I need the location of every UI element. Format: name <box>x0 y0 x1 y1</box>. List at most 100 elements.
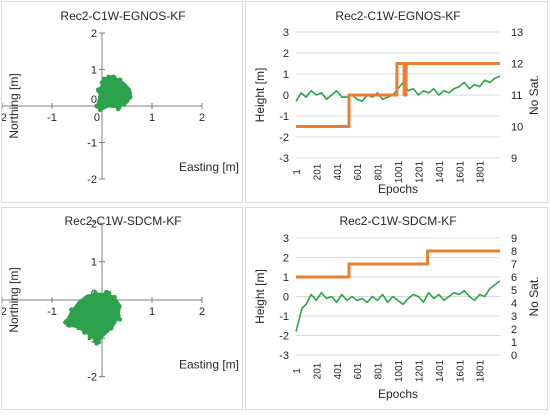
y-tick-label: -3 <box>279 350 289 362</box>
chart-panel-4: Rec2-C1W-SDCM-KF -3 -2 -1 0 1 2 3 0 1 2 3 4 5 6 7 8 9 1 201… <box>245 207 548 410</box>
y-tick-label: -2 <box>279 132 289 144</box>
y2-tick-label: 6 <box>511 272 517 284</box>
chart-title: Rec2-C1W-EGNOS-KF <box>335 9 460 23</box>
x-tick-label: 1801 <box>476 160 487 183</box>
scatter-point <box>126 96 131 101</box>
y2-tick-label: 11 <box>511 90 522 102</box>
y-tick-label: -2 <box>87 174 97 186</box>
y-tick-label: 3 <box>283 27 289 39</box>
scatter-point <box>104 101 110 108</box>
scatter-point <box>65 322 71 327</box>
chart-panel-2: Rec2-C1W-EGNOS-KF -3 -2 -1 0 1 2 3 9 10 11 12 13 1 201… <box>245 1 548 203</box>
x-tick-label: -2 <box>2 112 7 124</box>
scatter-point <box>116 88 123 95</box>
scatter-point <box>87 294 92 299</box>
scatter-point <box>113 312 119 318</box>
x-axis-title: Epochs <box>378 182 418 196</box>
scatter-point <box>94 341 99 346</box>
scatter-point <box>94 293 100 298</box>
y-axis-title: Northing [m] <box>7 73 21 138</box>
y-tick-label: 2 <box>283 253 289 265</box>
y2-axis-title: No Sat. <box>527 276 541 316</box>
scatter-point <box>112 75 117 80</box>
scatter-point <box>63 319 69 324</box>
chart-title: Rec2-C1W-SDCM-KF <box>64 214 181 228</box>
y-tick-label: 1 <box>283 272 289 284</box>
scatter-point <box>109 326 114 331</box>
scatter-cloud <box>65 292 121 344</box>
satellite-count-line <box>296 249 500 279</box>
y-tick-label: 3 <box>283 233 289 245</box>
scatter-point <box>115 105 121 111</box>
y-tick-label: 2 <box>91 28 97 40</box>
y-tick-label: -1 <box>279 111 289 123</box>
y-tick-label: 1 <box>91 65 97 77</box>
x-tick-label: 0 <box>94 112 100 124</box>
height-line <box>295 280 501 332</box>
x-tick-label: 1601 <box>455 359 466 382</box>
scatter-point <box>117 77 123 82</box>
scatter-point <box>97 107 103 113</box>
y2-tick-label: 1 <box>511 337 517 349</box>
scatter-point <box>125 87 131 92</box>
x-tick-label: 1601 <box>455 160 466 183</box>
x-tick-label: 1401 <box>435 160 446 183</box>
y-tick-label: 0 <box>283 90 289 102</box>
scatter-point <box>76 325 81 331</box>
y-tick-label: -2 <box>279 331 289 343</box>
y2-tick-label: 5 <box>511 285 517 297</box>
y2-tick-label: 0 <box>511 350 517 362</box>
y-tick-label: -1 <box>279 311 289 323</box>
x-tick-label: 601 <box>353 362 364 379</box>
scatter-point <box>112 102 118 107</box>
y-axis-title: Height [m] <box>253 68 267 123</box>
chart-panel-1: Rec2-C1W-EGNOS-KF -2 -1 1 2 0 -2 -1 1 2 0 Northing … <box>0 1 243 203</box>
y2-tick-label: 9 <box>511 233 517 245</box>
scatter-chart-egnos: Rec2-C1W-EGNOS-KF -2 -1 1 2 0 -2 -1 1 2 0 Northing … <box>0 9 239 186</box>
x-tick-label: 1 <box>292 368 303 374</box>
scatter-point <box>91 308 98 315</box>
y2-tick-label: 4 <box>511 298 517 310</box>
x-tick-label: 2 <box>199 112 205 124</box>
y-tick-label: -3 <box>279 153 289 165</box>
scatter-point <box>94 104 100 109</box>
y-axis-title: Height [m] <box>253 269 267 324</box>
chart-title: Rec2-C1W-EGNOS-KF <box>60 9 185 23</box>
y-tick-label: -1 <box>87 333 97 345</box>
x-tick-label: 1 <box>292 169 303 175</box>
x-tick-label: 1201 <box>414 359 425 382</box>
chart-title: Rec2-C1W-SDCM-KF <box>339 214 456 228</box>
y2-tick-label: 12 <box>511 59 523 71</box>
x-tick-label: 1201 <box>414 160 425 183</box>
scatter-point <box>84 300 90 307</box>
scatter-point <box>77 301 83 307</box>
scatter-point <box>103 289 109 295</box>
x-tick-label: 1001 <box>394 359 405 382</box>
x-tick-label: 201 <box>312 362 323 379</box>
y-tick-label: 2 <box>283 48 289 60</box>
y-tick-label: 0 <box>91 94 97 106</box>
scatter-point <box>94 333 100 340</box>
y-tick-label: 1 <box>91 257 97 269</box>
scatter-point <box>84 326 89 332</box>
scatter-point <box>104 319 110 326</box>
scatter-point <box>117 304 122 309</box>
scatter-point <box>97 86 103 92</box>
x-tick-label: 601 <box>353 163 364 180</box>
scatter-point <box>76 312 83 319</box>
scatter-point <box>72 322 77 328</box>
x-tick-label: 1 <box>149 306 155 318</box>
x-tick-label: 801 <box>374 362 385 379</box>
scatter-point <box>69 307 74 312</box>
y-tick-label: -2 <box>87 372 97 384</box>
x-tick-label: 1001 <box>394 160 405 183</box>
x-tick-label: 1 <box>149 112 155 124</box>
y-tick-label: 2 <box>91 218 97 230</box>
y2-tick-label: 13 <box>511 27 523 39</box>
scatter-point <box>109 92 115 99</box>
scatter-point <box>112 294 117 300</box>
x-tick-label: 401 <box>333 163 344 180</box>
scatter-point <box>71 311 77 317</box>
